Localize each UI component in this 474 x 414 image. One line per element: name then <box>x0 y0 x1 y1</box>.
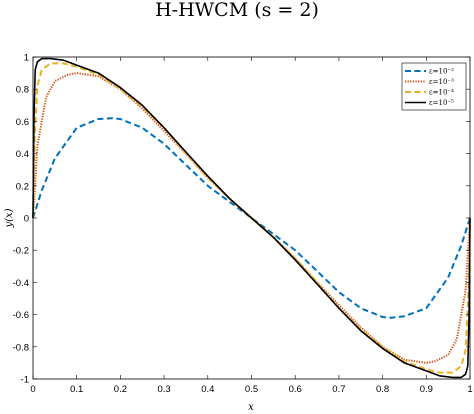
legend-label-3: ε=10⁻⁴ <box>429 89 454 97</box>
legend-label-4: ε=10⁻⁵ <box>429 99 454 107</box>
y-axis: -1 -0.8 -0.6 -0.4 -0.2 0 0.2 0.4 0.6 0.8 1 <box>13 53 470 386</box>
chart-title: H-HWCM (s = 2) <box>155 0 319 21</box>
x-tick-label: 0.6 <box>289 384 302 395</box>
y-tick-label: -0.4 <box>13 278 29 289</box>
x-tick-label: 0 <box>30 384 35 395</box>
y-tick-label: -0.2 <box>13 246 29 257</box>
y-tick-label: -0.6 <box>13 310 29 321</box>
series-line-1 <box>32 117 471 319</box>
y-tick-label: 0.2 <box>16 181 29 192</box>
x-tick-label: 0.7 <box>332 384 345 395</box>
x-tick-label: 1 <box>467 384 472 395</box>
x-tick-label: 0.5 <box>245 384 258 395</box>
x-axis: 0 0.1 0.2 0.3 0.4 0.5 0.6 0.7 0.8 0.9 1 <box>30 57 473 395</box>
y-tick-label: 1 <box>24 53 29 64</box>
y-tick-label: 0 <box>24 214 29 225</box>
legend-label-2: ε=10⁻³ <box>429 78 454 86</box>
x-tick-label: 0.8 <box>376 384 389 395</box>
series-layer <box>32 57 471 379</box>
x-tick-label: 0.1 <box>70 384 83 395</box>
series-line-2 <box>32 72 471 364</box>
y-tick-label: 0.6 <box>16 117 29 128</box>
y-tick-label: -1 <box>21 375 29 386</box>
x-tick-label: 0.4 <box>201 384 214 395</box>
x-tick-label: 0.2 <box>114 384 127 395</box>
series-line-4 <box>32 57 471 379</box>
legend-label-1: ε=10⁻² <box>429 68 454 76</box>
legend: ε=10⁻² ε=10⁻³ ε=10⁻⁴ ε=10⁻⁵ <box>401 62 467 111</box>
x-axis-label: x <box>248 402 254 413</box>
x-tick-label: 0.9 <box>420 384 433 395</box>
y-tick-label: -0.8 <box>13 342 29 353</box>
y-tick-label: 0.8 <box>16 85 29 96</box>
y-axis-label: y(x) <box>4 208 15 228</box>
x-tick-label: 0.3 <box>157 384 170 395</box>
y-tick-label: 0.4 <box>16 149 29 160</box>
